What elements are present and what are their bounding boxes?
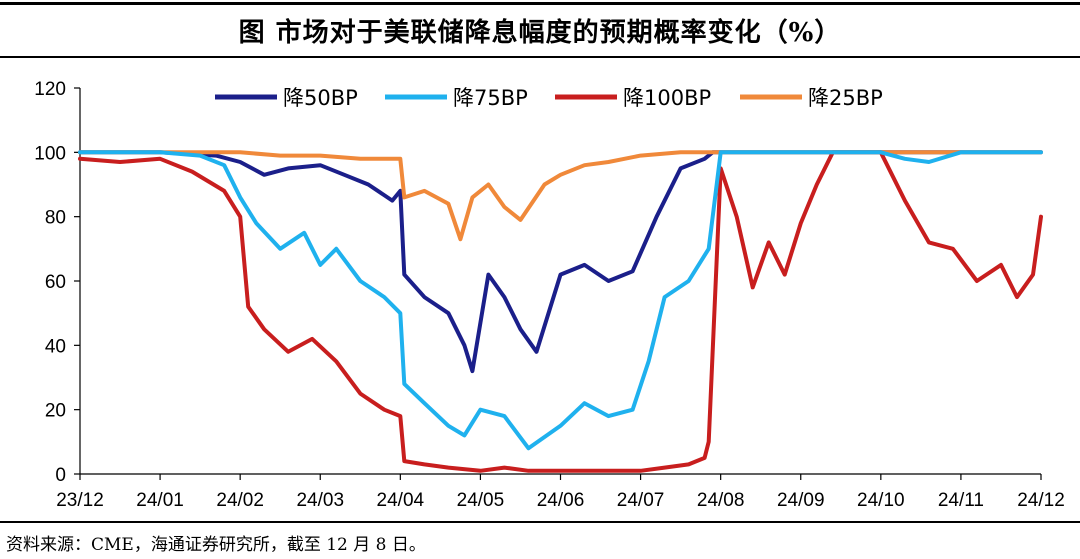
series-line-降50BP xyxy=(78,150,1043,374)
title-top-rule xyxy=(0,2,1080,5)
x-tick-label: 24/08 xyxy=(697,490,745,511)
y-tick-label: 20 xyxy=(45,401,66,422)
title-band: 图 市场对于美联储降息幅度的预期概率变化（%） xyxy=(0,0,1080,60)
x-tick-label: 23/12 xyxy=(56,490,104,511)
x-tick-label: 24/11 xyxy=(938,490,984,511)
footer-rule xyxy=(0,521,1080,523)
x-tick-label: 24/10 xyxy=(857,490,905,511)
chart-title: 图 市场对于美联储降息幅度的预期概率变化（%） xyxy=(238,18,842,48)
source-note: 资料来源：CME，海通证券研究所，截至 12 月 8 日。 xyxy=(6,535,426,555)
x-tick-label: 24/05 xyxy=(457,490,505,511)
x-tick-label: 24/07 xyxy=(617,490,665,511)
y-tick-label: 100 xyxy=(34,143,66,164)
series-line-降100BP xyxy=(78,150,1043,473)
y-tick-label: 0 xyxy=(55,465,66,486)
legend-label: 降75BP xyxy=(453,86,528,110)
x-tick-label: 24/01 xyxy=(136,490,184,511)
legend-label: 降50BP xyxy=(283,86,358,110)
y-tick-label: 60 xyxy=(45,272,66,293)
legend-label: 降100BP xyxy=(623,86,711,110)
y-tick-label: 80 xyxy=(45,208,66,229)
x-tick-label: 24/06 xyxy=(537,490,585,511)
x-tick-label: 24/04 xyxy=(377,490,425,511)
x-tick-label: 24/02 xyxy=(216,490,264,511)
legend-label: 降25BP xyxy=(808,86,883,110)
x-tick-label: 24/03 xyxy=(296,490,344,511)
y-tick-label: 40 xyxy=(45,336,66,357)
x-tick-label: 24/12 xyxy=(1017,490,1065,511)
title-bottom-rule xyxy=(0,56,1080,58)
y-tick-label: 120 xyxy=(34,79,66,100)
x-tick-label: 24/09 xyxy=(777,490,825,511)
series-line-降75BP xyxy=(78,150,1043,451)
series-line-降25BP xyxy=(78,150,1043,242)
line-chart: 0 20 40 60 80 100 120 23/12 24/01 24/02 24/03 24/04… xyxy=(34,79,1065,511)
